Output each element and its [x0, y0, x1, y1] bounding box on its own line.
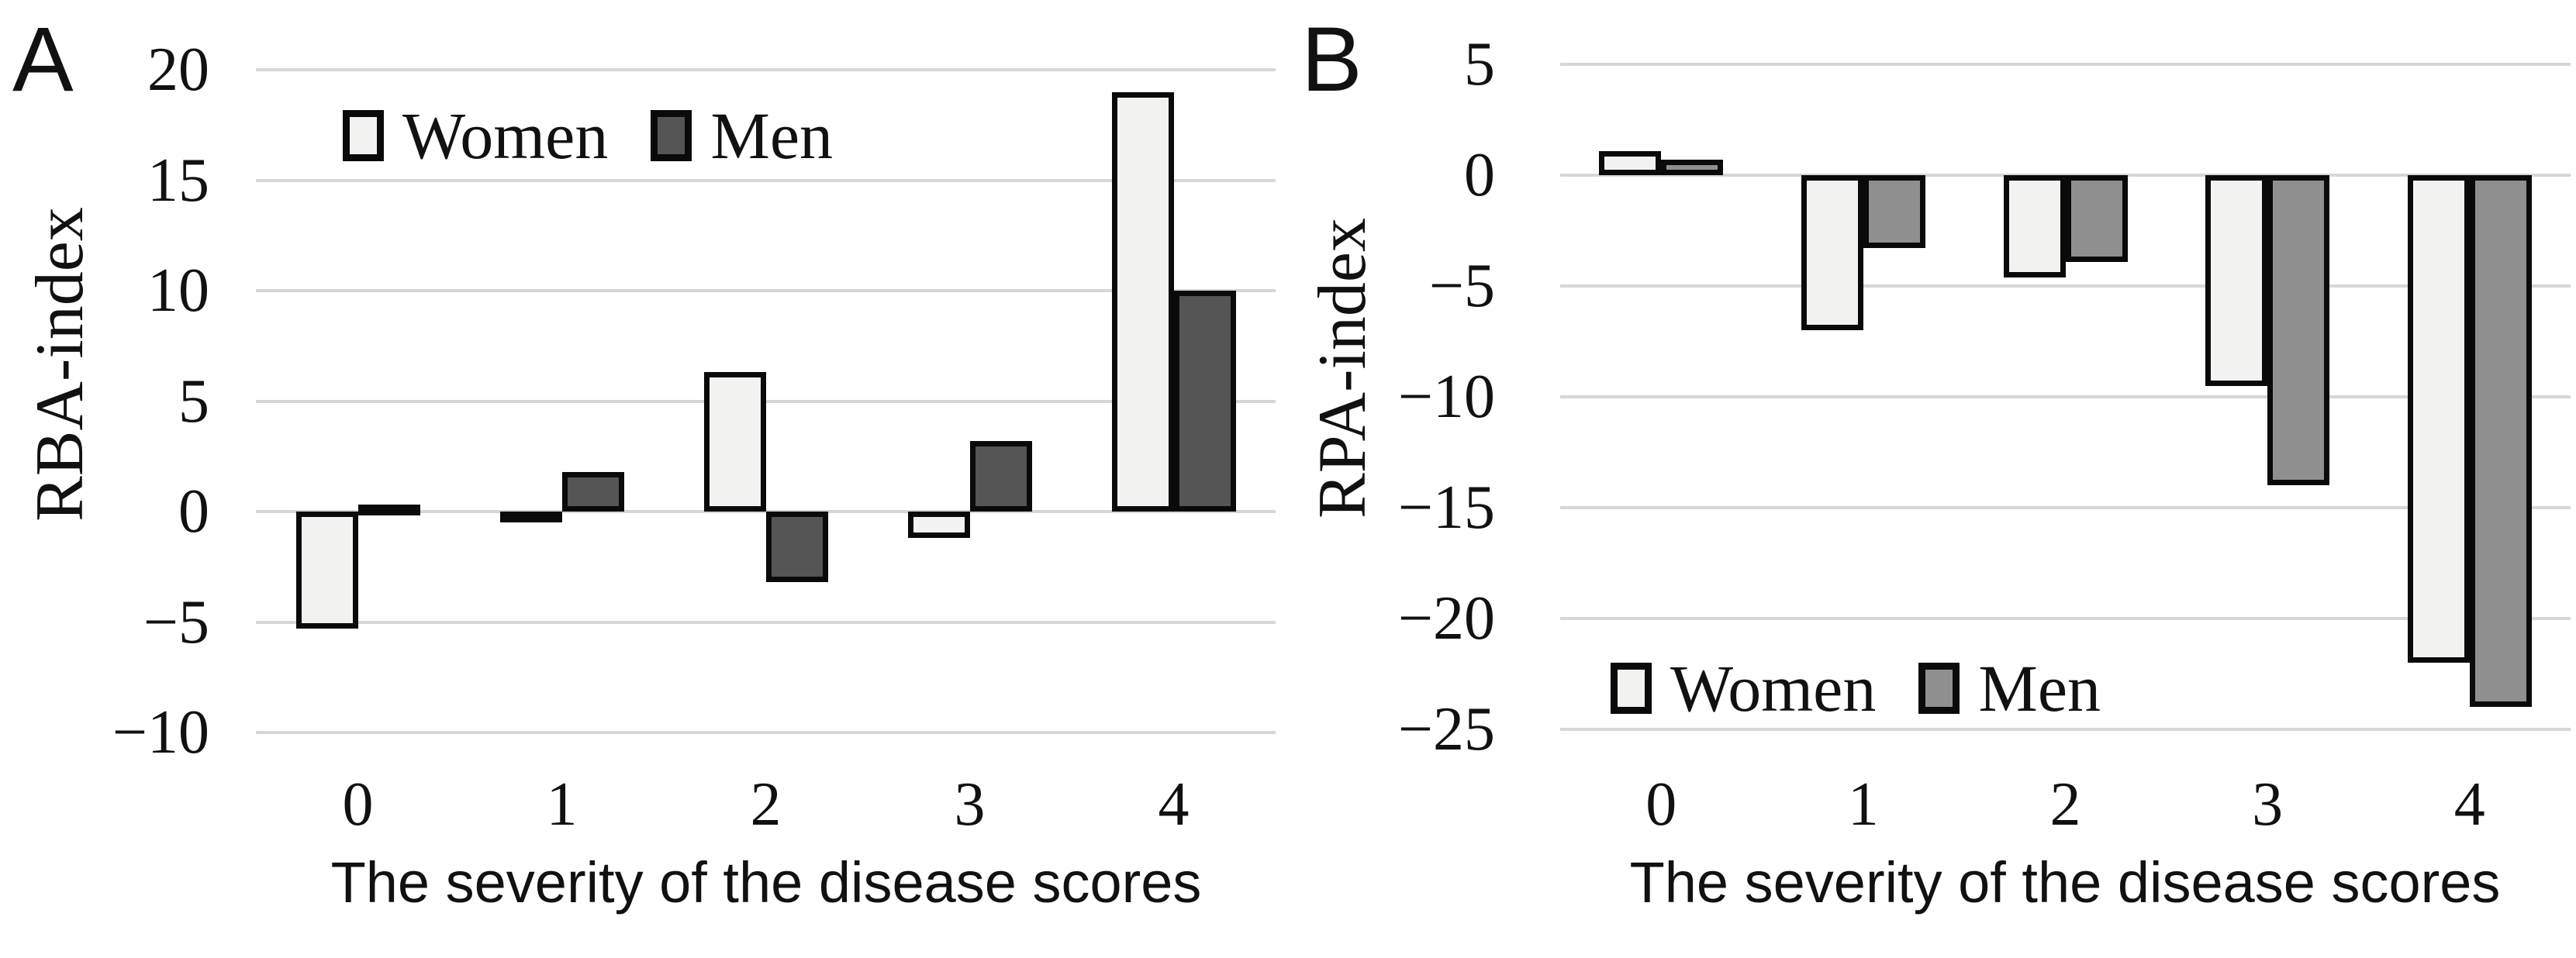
x-tick-label-1: 1 — [546, 770, 578, 839]
y-tick-label--20: −20 — [1397, 584, 1495, 653]
bar-men-4 — [2469, 175, 2532, 708]
legend-label-women: Women — [1670, 651, 1877, 725]
bar-men-0 — [357, 505, 420, 516]
legend-label-women: Women — [402, 98, 609, 173]
y-tick-label--5: −5 — [1428, 252, 1495, 320]
legend-entry-women: Women — [343, 102, 608, 169]
gridline--20 — [1560, 617, 2571, 620]
bar-men-3 — [969, 440, 1032, 512]
y-tick-label-15: 15 — [147, 146, 209, 215]
y-tick-label-20: 20 — [147, 36, 209, 104]
legend-a: Women Men — [343, 102, 833, 169]
bar-women-0 — [1599, 150, 1662, 175]
legend-entry-men: Men — [651, 102, 833, 169]
y-tick-label-0: 0 — [1464, 141, 1495, 209]
x-tick-label-3: 3 — [2252, 770, 2284, 839]
bar-women-3 — [2205, 175, 2268, 386]
legend-entry-men: Men — [1918, 655, 2101, 722]
x-tick-label-0: 0 — [1645, 770, 1677, 839]
y-tick-label--15: −15 — [1397, 474, 1495, 542]
x-tick-label-4: 4 — [2453, 770, 2485, 839]
bar-women-0 — [295, 512, 358, 629]
gridline--5 — [256, 620, 1276, 624]
bar-men-1 — [561, 471, 624, 512]
y-tick-label-10: 10 — [147, 257, 209, 325]
x-tick-label-2: 2 — [750, 770, 782, 839]
gridline-20 — [256, 68, 1276, 71]
gridline--15 — [1560, 506, 2571, 509]
gridline--10 — [256, 731, 1276, 734]
y-tick-label-5: 5 — [178, 367, 209, 436]
gridline-10 — [256, 289, 1276, 292]
y-tick-label-5: 5 — [1464, 30, 1495, 98]
legend-swatch-women-icon — [1611, 663, 1652, 714]
gridline-15 — [256, 178, 1276, 182]
bar-women-4 — [2407, 175, 2470, 663]
bar-women-4 — [1111, 91, 1174, 512]
legend-swatch-men-icon — [1918, 663, 1960, 714]
bar-men-4 — [1173, 291, 1236, 512]
legend-swatch-women-icon — [343, 110, 384, 161]
legend-label-men: Men — [710, 98, 833, 173]
y-tick-label--25: −25 — [1397, 695, 1495, 763]
legend-entry-women: Women — [1611, 655, 1876, 722]
gridline--25 — [1560, 728, 2571, 731]
panel-letter-b: B — [1301, 9, 1362, 111]
bar-men-3 — [2267, 175, 2330, 486]
gridline--10 — [1560, 395, 2571, 398]
y-tick-label--5: −5 — [143, 588, 209, 656]
gridline--5 — [1560, 284, 2571, 288]
x-tick-label-3: 3 — [954, 770, 986, 839]
x-tick-label-2: 2 — [2049, 770, 2081, 839]
x-tick-label-0: 0 — [342, 770, 374, 839]
bar-women-3 — [907, 512, 970, 539]
legend-b: Women Men — [1611, 655, 2101, 722]
bar-women-1 — [1801, 175, 1863, 331]
x-axis-title-b: The severity of the disease scores — [1629, 850, 2501, 915]
legend-swatch-men-icon — [651, 110, 692, 161]
gridline-5 — [1560, 63, 2571, 66]
bar-women-2 — [703, 372, 766, 512]
bar-men-2 — [765, 512, 828, 583]
bar-men-2 — [2065, 175, 2128, 262]
legend-label-men: Men — [1978, 651, 2101, 725]
bar-men-1 — [1863, 175, 1925, 249]
bar-men-0 — [1661, 159, 1724, 175]
bar-women-1 — [499, 512, 562, 522]
gridline-5 — [256, 399, 1276, 403]
y-tick-label--10: −10 — [112, 698, 209, 767]
x-axis-title-a: The severity of the disease scores — [330, 850, 1202, 915]
x-tick-label-1: 1 — [1847, 770, 1879, 839]
y-tick-label--10: −10 — [1397, 363, 1495, 431]
bar-women-2 — [2003, 175, 2066, 277]
y-tick-label-0: 0 — [178, 477, 209, 546]
panel-letter-a: A — [12, 9, 74, 111]
x-tick-label-4: 4 — [1158, 770, 1190, 839]
